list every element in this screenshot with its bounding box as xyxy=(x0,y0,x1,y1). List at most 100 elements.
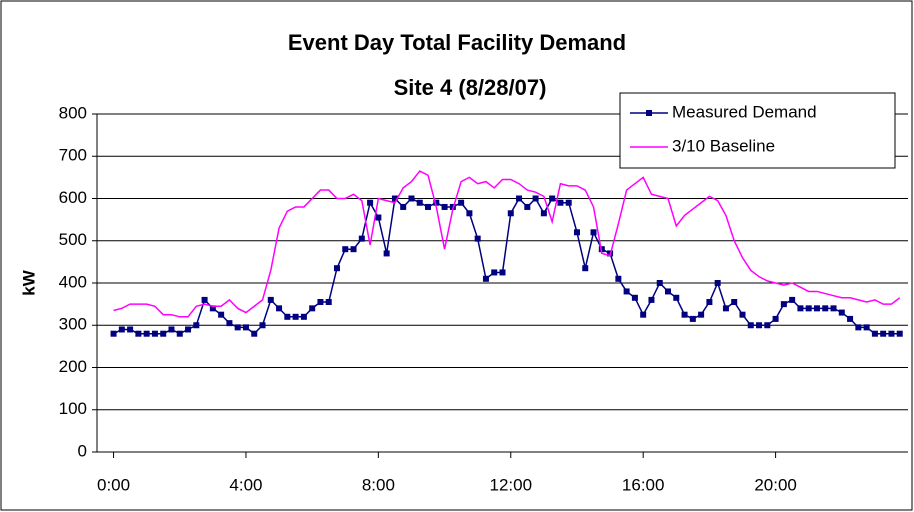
y-tick-label: 100 xyxy=(59,399,87,418)
data-point xyxy=(342,246,349,253)
data-point xyxy=(267,296,274,303)
y-tick-label: 800 xyxy=(59,103,87,122)
data-point xyxy=(358,235,365,242)
y-tick-label: 300 xyxy=(59,315,87,334)
data-point xyxy=(441,203,448,210)
data-point xyxy=(317,299,324,306)
y-tick-label: 400 xyxy=(59,272,87,291)
data-point xyxy=(855,324,862,331)
legend-label: Measured Demand xyxy=(672,102,817,121)
data-point xyxy=(482,275,489,282)
data-point xyxy=(209,305,216,312)
data-point xyxy=(309,305,316,312)
data-point xyxy=(292,313,299,320)
data-point xyxy=(665,288,672,295)
data-point xyxy=(838,309,845,316)
data-point xyxy=(333,265,340,272)
data-point xyxy=(764,322,771,329)
data-point xyxy=(805,305,812,312)
data-point xyxy=(168,326,175,333)
data-point xyxy=(847,315,854,322)
data-point xyxy=(640,311,647,318)
data-point xyxy=(151,330,158,337)
data-point xyxy=(648,296,655,303)
data-point xyxy=(499,269,506,276)
data-point xyxy=(118,326,125,333)
x-tick-label: 4:00 xyxy=(229,475,262,494)
data-point xyxy=(830,305,837,312)
y-tick-label: 700 xyxy=(59,146,87,165)
data-point xyxy=(590,229,597,236)
data-point xyxy=(871,330,878,337)
data-point xyxy=(242,324,249,331)
data-point xyxy=(565,199,572,206)
data-point xyxy=(127,326,134,333)
data-point xyxy=(516,195,523,202)
y-tick-label: 600 xyxy=(59,188,87,207)
data-point xyxy=(524,203,531,210)
legend-marker xyxy=(646,110,652,116)
data-point xyxy=(532,195,539,202)
data-point xyxy=(433,199,440,206)
chart-title: Event Day Total Facility Demand xyxy=(288,30,626,55)
data-point xyxy=(739,311,746,318)
data-point xyxy=(458,199,465,206)
data-point xyxy=(756,322,763,329)
data-point xyxy=(383,250,390,257)
data-point xyxy=(722,305,729,312)
data-point xyxy=(780,301,787,308)
data-point xyxy=(400,203,407,210)
data-point xyxy=(615,275,622,282)
data-point xyxy=(226,320,233,327)
data-point xyxy=(557,199,564,206)
data-point xyxy=(325,299,332,306)
data-point xyxy=(143,330,150,337)
data-point xyxy=(391,195,398,202)
data-point xyxy=(416,199,423,206)
data-point xyxy=(880,330,887,337)
data-point xyxy=(896,330,903,337)
data-point xyxy=(218,311,225,318)
x-tick-label: 20:00 xyxy=(754,475,797,494)
data-point xyxy=(582,265,589,272)
data-point xyxy=(367,199,374,206)
y-axis-label: kW xyxy=(19,269,38,295)
y-tick-label: 500 xyxy=(59,230,87,249)
legend-label: 3/10 Baseline xyxy=(672,136,775,155)
data-point xyxy=(689,315,696,322)
data-point xyxy=(549,195,556,202)
legend-box xyxy=(619,92,896,169)
data-point xyxy=(474,235,481,242)
x-tick-label: 12:00 xyxy=(490,475,533,494)
data-point xyxy=(425,203,432,210)
data-point xyxy=(375,214,382,221)
data-point xyxy=(797,305,804,312)
data-point xyxy=(185,326,192,333)
series-line xyxy=(113,170,901,318)
data-point xyxy=(673,294,680,301)
data-point xyxy=(681,311,688,318)
data-point xyxy=(813,305,820,312)
x-tick-label: 16:00 xyxy=(622,475,665,494)
data-point xyxy=(466,210,473,217)
data-point xyxy=(731,299,738,306)
y-tick-label: 0 xyxy=(78,441,87,460)
data-point xyxy=(623,288,630,295)
data-point xyxy=(350,246,357,253)
data-point xyxy=(193,322,200,329)
data-point xyxy=(276,305,283,312)
data-point xyxy=(714,280,721,286)
data-point xyxy=(631,294,638,301)
data-point xyxy=(706,299,713,306)
data-point xyxy=(234,324,241,331)
data-point xyxy=(110,330,117,337)
data-point xyxy=(888,330,895,337)
data-point xyxy=(284,313,291,320)
x-tick-label: 0:00 xyxy=(97,475,130,494)
data-point xyxy=(135,330,142,337)
data-point xyxy=(656,280,663,286)
data-point xyxy=(160,330,167,337)
data-point xyxy=(201,296,208,303)
